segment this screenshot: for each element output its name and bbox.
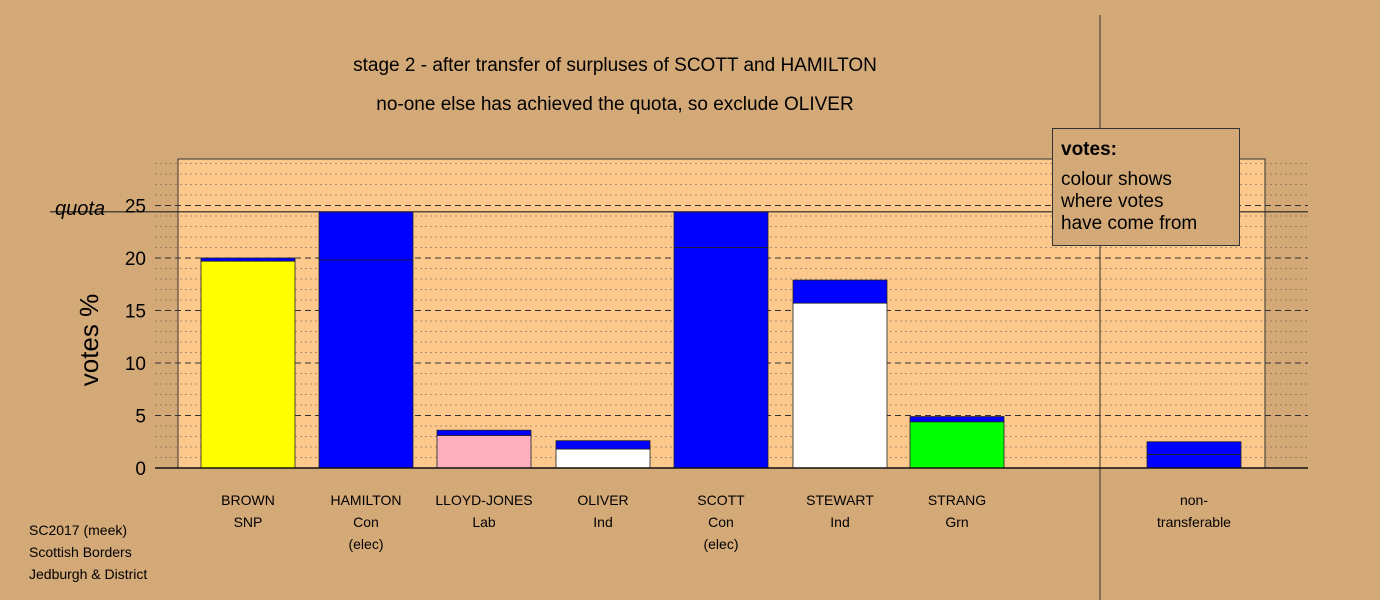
legend-title: votes:	[1061, 139, 1117, 160]
category-label: HAMILTON	[330, 492, 401, 508]
bar-segment	[909, 421, 1005, 469]
bar-segment	[909, 416, 1005, 423]
y-tick-label: 5	[135, 407, 146, 428]
y-tick-label: 25	[125, 197, 146, 218]
category-label: STRANG	[928, 492, 986, 508]
category-sublabel: (elec)	[703, 536, 738, 552]
category-label: SCOTT	[697, 492, 745, 508]
category-sublabel: Ind	[593, 514, 612, 530]
bar-segment	[1146, 453, 1242, 469]
category-sublabel: Con	[708, 514, 734, 530]
y-tick-label: 10	[125, 354, 146, 375]
category-sublabel: (elec)	[348, 536, 383, 552]
bar-segment	[200, 260, 296, 469]
legend-line: have come from	[1061, 213, 1198, 234]
quota-label: quota	[55, 198, 105, 220]
bar-segment	[436, 435, 532, 469]
bar-segment	[318, 211, 414, 261]
y-tick-label: 20	[125, 249, 146, 270]
legend-line: colour shows	[1061, 169, 1172, 190]
bar-segment	[318, 259, 414, 469]
bar-segment	[555, 440, 651, 450]
footer-line: Scottish Borders	[29, 544, 132, 560]
category-sublabel: Ind	[830, 514, 849, 530]
category-label: OLIVER	[577, 492, 628, 508]
category-sublabel: Grn	[945, 514, 968, 530]
bar-segment	[792, 279, 888, 304]
footer-line: Jedburgh & District	[29, 566, 148, 582]
y-tick-label: 0	[135, 459, 146, 480]
y-tick-label: 15	[125, 302, 146, 323]
category-label: non-	[1180, 492, 1208, 508]
chart-title: stage 2 - after transfer of surpluses of…	[353, 55, 877, 76]
category-sublabel: transferable	[1157, 514, 1231, 530]
bar-segment	[792, 302, 888, 469]
bar-segment	[673, 211, 769, 248]
bar-segment	[673, 247, 769, 469]
bar-segment	[1146, 441, 1242, 455]
category-sublabel: SNP	[234, 514, 263, 530]
bar-segment	[200, 257, 296, 262]
bar-segment	[555, 448, 651, 469]
y-axis-label: votes %	[74, 294, 104, 387]
legend: votes: colour shows where votes have com…	[1052, 128, 1240, 246]
category-label: BROWN	[221, 492, 275, 508]
chart-subtitle: no-one else has achieved the quota, so e…	[376, 94, 854, 115]
category-label: STEWART	[806, 492, 874, 508]
category-sublabel: Con	[353, 514, 379, 530]
bar-segment	[436, 429, 532, 436]
category-label: LLOYD-JONES	[435, 492, 532, 508]
legend-line: where votes	[1061, 191, 1164, 212]
category-sublabel: Lab	[472, 514, 496, 530]
footer-line: SC2017 (meek)	[29, 522, 128, 538]
